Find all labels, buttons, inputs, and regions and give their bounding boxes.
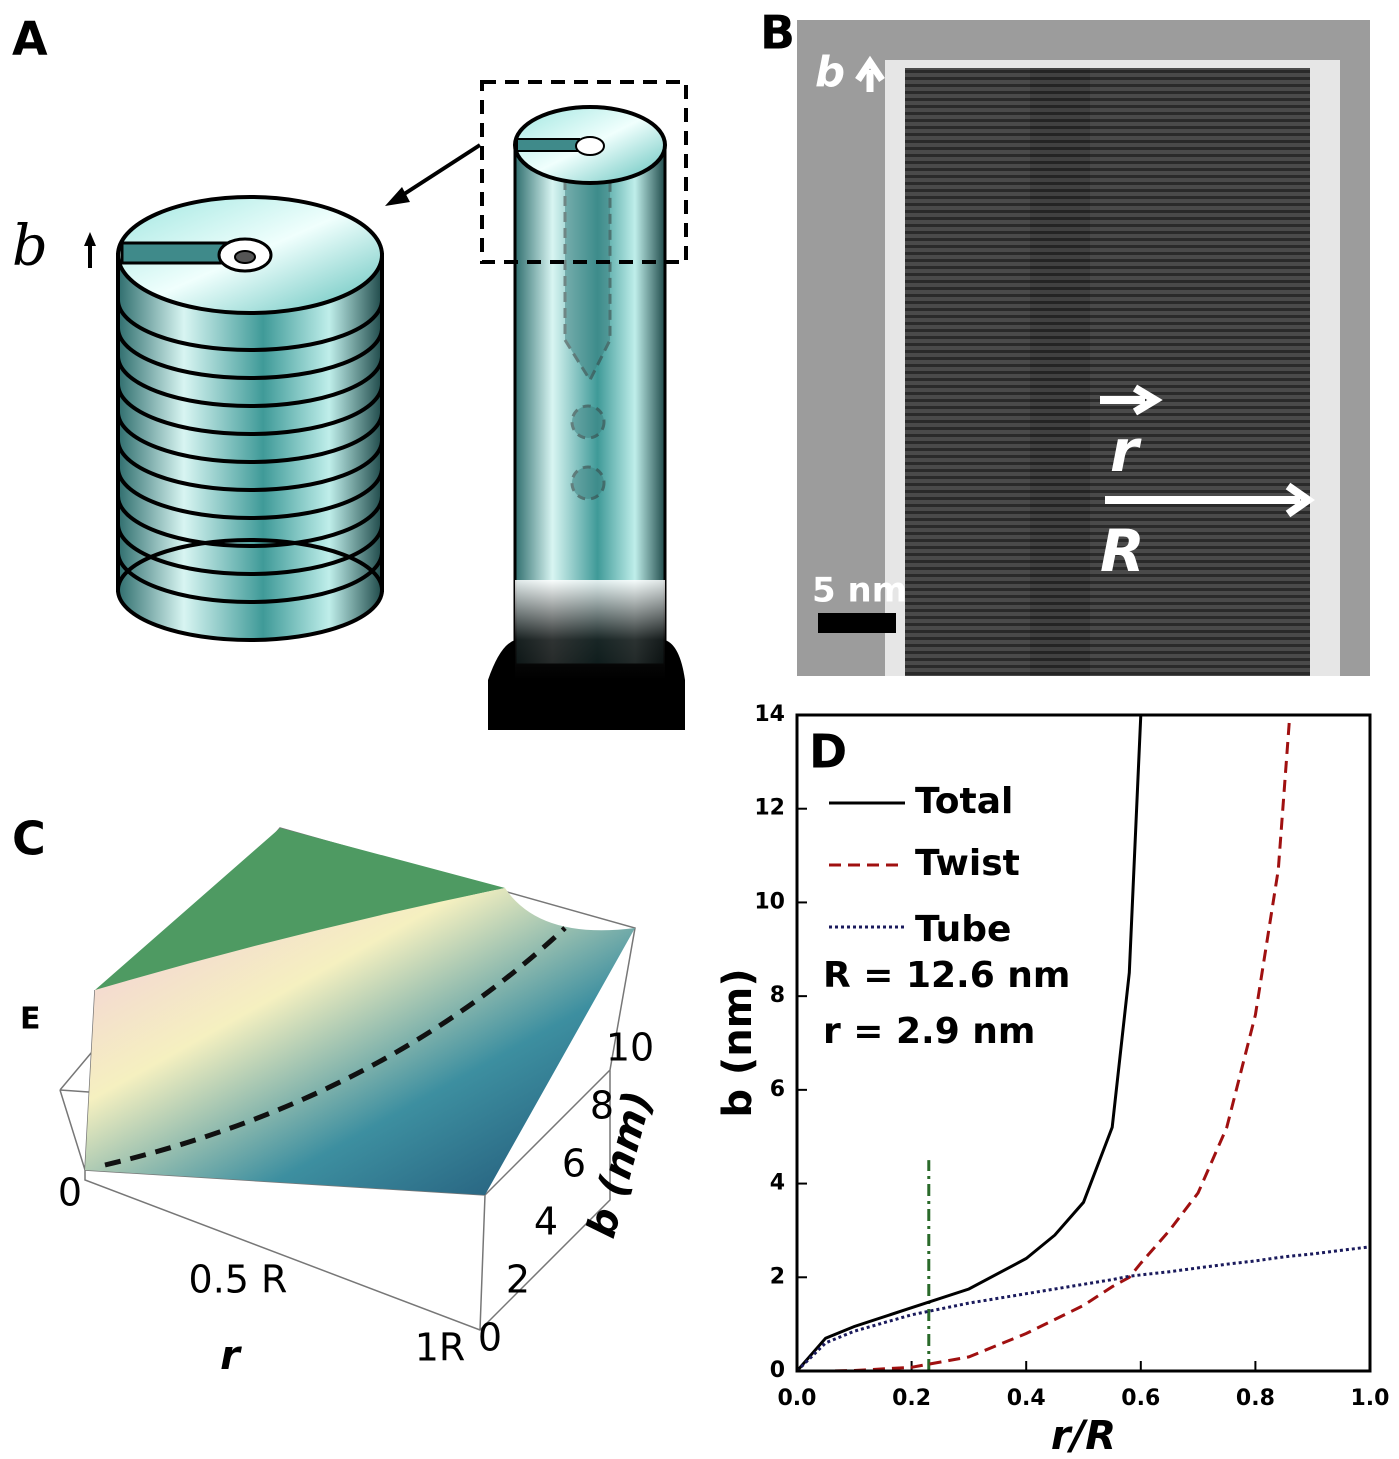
axis-label: R bbox=[1100, 517, 1145, 585]
y-tick-label: 10 bbox=[754, 889, 785, 914]
plot-frame bbox=[795, 713, 1372, 1373]
tick-label: 2 bbox=[506, 1258, 530, 1302]
annotation: r = 2.9 nm bbox=[823, 1011, 1035, 1052]
scale-label: 5 nm bbox=[812, 571, 907, 611]
tick-label: 0 bbox=[58, 1171, 82, 1215]
axis-label: r bbox=[220, 1333, 242, 1379]
line-chart: 0 2 4 6 8 10 12 14 0.0 0.2 0.4 0.6 0.8 1.0 r/R b (nm) D T… bbox=[715, 702, 1389, 1459]
y-tick-label: 4 bbox=[770, 1171, 785, 1196]
arrow bbox=[1105, 482, 1315, 518]
panel-label: B bbox=[760, 6, 795, 60]
x-axis-label: r/R bbox=[1051, 1413, 1116, 1459]
tick-label: 10 bbox=[606, 1026, 654, 1070]
x-tick-label: 1.0 bbox=[1351, 1386, 1390, 1411]
legend-label: Tube bbox=[915, 909, 1011, 950]
tick-label: 0.5 R bbox=[189, 1258, 288, 1302]
tem-image bbox=[797, 20, 1370, 676]
panel-label: D bbox=[809, 725, 847, 779]
y-tick-label: 2 bbox=[770, 1264, 785, 1289]
panel-label: A bbox=[12, 12, 48, 66]
arrow bbox=[1100, 384, 1163, 416]
axis-label: r bbox=[1110, 417, 1142, 485]
x-tick-label: 0.6 bbox=[1121, 1386, 1160, 1411]
y-tick-label: 6 bbox=[770, 1077, 785, 1102]
series-line bbox=[797, 715, 1292, 1371]
y-tick-label: 8 bbox=[770, 983, 785, 1008]
x-tick-label: 0.0 bbox=[778, 1386, 817, 1411]
y-tick-label: 14 bbox=[754, 702, 785, 727]
y-tick-label: 0 bbox=[770, 1358, 785, 1383]
series-line bbox=[797, 715, 1143, 1371]
axis-label: E bbox=[20, 1002, 41, 1037]
tick-label: 0 bbox=[478, 1316, 502, 1360]
y-tick-label: 12 bbox=[754, 796, 785, 821]
x-tick-label: 0.2 bbox=[892, 1386, 931, 1411]
x-tick-label: 0.4 bbox=[1007, 1386, 1046, 1411]
legend-label: Total bbox=[915, 781, 1013, 822]
arrow bbox=[855, 55, 885, 92]
tick-label: 4 bbox=[534, 1200, 558, 1244]
tick-label: 1R bbox=[415, 1326, 466, 1370]
tall-cylinder bbox=[385, 80, 688, 730]
series-line bbox=[797, 1245, 1370, 1371]
axis-label: b bbox=[12, 214, 48, 279]
legend-label: Twist bbox=[915, 843, 1020, 884]
panel-label: C bbox=[12, 812, 46, 866]
surface-plot bbox=[59, 827, 636, 1331]
tick-label: 8 bbox=[590, 1084, 614, 1128]
y-axis-label: b (nm) bbox=[715, 968, 761, 1117]
cylinder-stack bbox=[84, 195, 384, 642]
axis-label: b bbox=[815, 48, 845, 97]
tick-label: 6 bbox=[562, 1142, 586, 1186]
annotation: R = 12.6 nm bbox=[823, 955, 1070, 996]
x-tick-label: 0.8 bbox=[1236, 1386, 1275, 1411]
scale-bar bbox=[818, 613, 896, 633]
